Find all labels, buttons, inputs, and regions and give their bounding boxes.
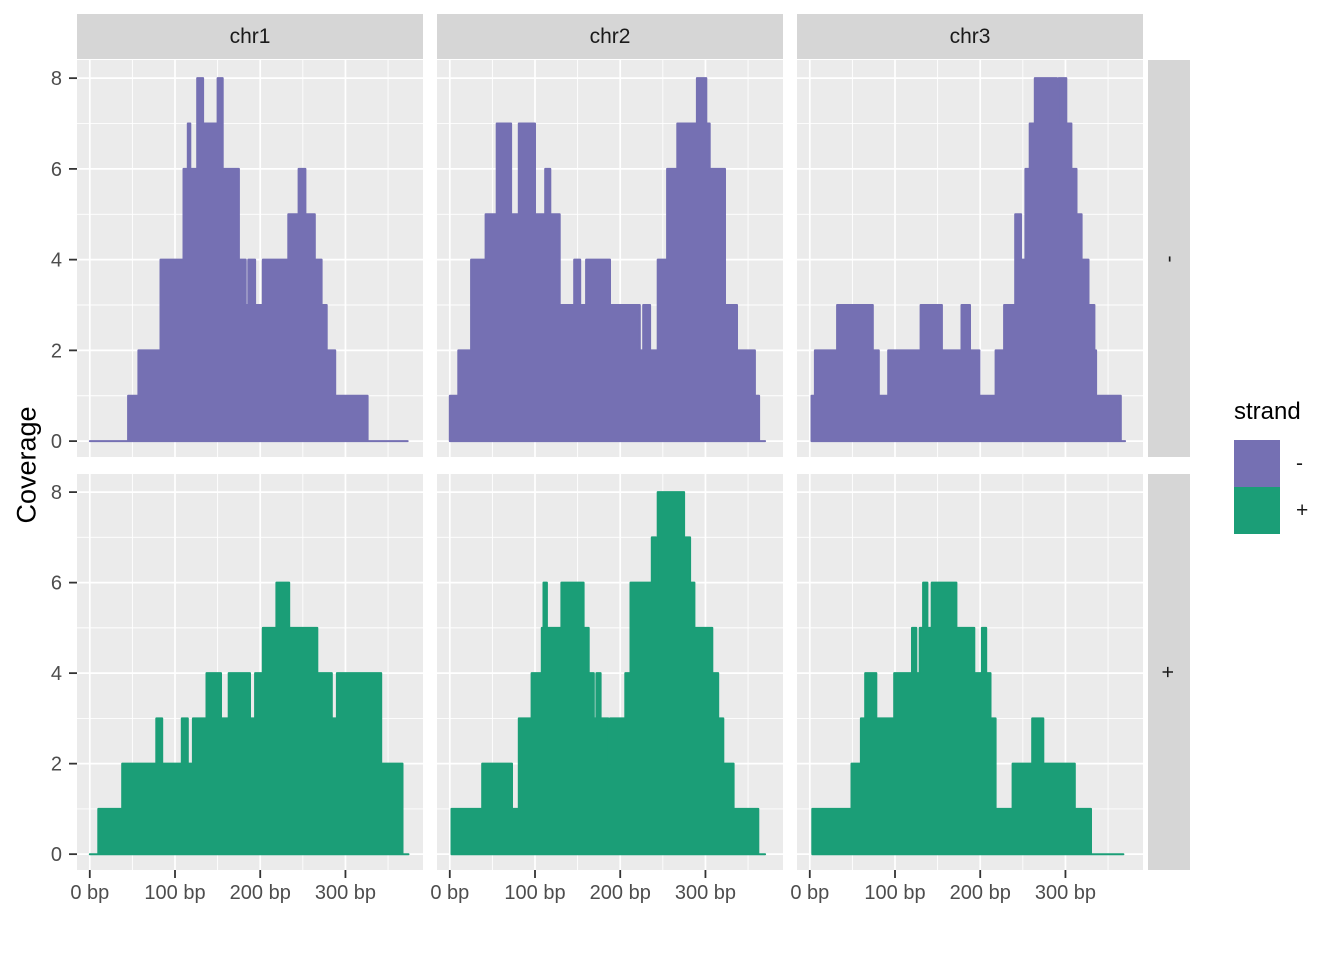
facet-strip-chr2: chr2	[437, 14, 783, 59]
y-tick-label: 0	[51, 844, 62, 866]
facet-strip-chr1: chr1	[77, 14, 423, 59]
x-tick-label: 300 bp	[675, 882, 736, 904]
facet-strip-minus: -	[1148, 60, 1190, 457]
x-tick-label: 0 bp	[790, 882, 829, 904]
y-tick-label: 8	[51, 68, 62, 90]
y-tick-label: 4	[51, 663, 62, 685]
y-tick-label: 2	[51, 754, 62, 776]
coverage-area-chr1-minus	[88, 77, 409, 443]
facet-strip-label: -	[1157, 255, 1180, 262]
x-tick-label: 200 bp	[950, 882, 1011, 904]
facet-strip-label: chr3	[949, 24, 991, 48]
y-tick-label: 6	[51, 573, 62, 595]
panel-chr1-minus	[77, 60, 423, 457]
x-tick-label: 100 bp	[144, 882, 205, 904]
y-axis-title: Coverage	[11, 406, 42, 524]
coverage-area-chr3-plus	[811, 581, 1125, 856]
legend-title: strand	[1234, 398, 1301, 425]
coverage-area-chr1-plus	[88, 581, 410, 856]
y-tick-label: 2	[51, 340, 62, 362]
legend-label-minus: -	[1296, 451, 1303, 475]
legend: strand - +	[1234, 398, 1308, 534]
panel-chr2-plus	[437, 474, 783, 870]
panel-chr1-plus	[77, 474, 423, 870]
legend-key-plus: +	[1234, 487, 1308, 534]
facet-strip-plus: +	[1148, 474, 1190, 870]
panel-chr3-plus	[797, 474, 1143, 870]
facet-strip-label: +	[1156, 665, 1180, 679]
x-tick-label: 0 bp	[430, 882, 469, 904]
x-tick-label: 0 bp	[70, 882, 109, 904]
x-tick-label: 100 bp	[864, 882, 925, 904]
legend-label-plus: +	[1296, 498, 1309, 522]
x-tick-label: 200 bp	[590, 882, 651, 904]
legend-swatch-minus	[1234, 440, 1280, 487]
x-tick-label: 200 bp	[230, 882, 291, 904]
coverage-area-chr2-minus	[448, 77, 767, 443]
panel-chr2-minus	[437, 60, 783, 457]
facet-strip-label: chr1	[229, 24, 271, 48]
y-tick-label: 6	[51, 159, 62, 181]
coverage-area-chr3-minus	[810, 77, 1127, 443]
y-tick-label: 8	[51, 482, 62, 504]
coverage-area-chr2-plus	[450, 491, 767, 856]
facet-strip-chr3: chr3	[797, 14, 1143, 59]
x-tick-label: 300 bp	[315, 882, 376, 904]
x-tick-label: 300 bp	[1035, 882, 1096, 904]
y-tick-label: 4	[51, 250, 62, 272]
y-tick-label: 0	[51, 431, 62, 453]
facet-strip-label: chr2	[589, 24, 631, 48]
legend-swatch-plus	[1234, 487, 1280, 534]
panel-chr3-minus	[797, 60, 1143, 457]
x-tick-label: 100 bp	[504, 882, 565, 904]
legend-key-minus: -	[1234, 440, 1308, 487]
